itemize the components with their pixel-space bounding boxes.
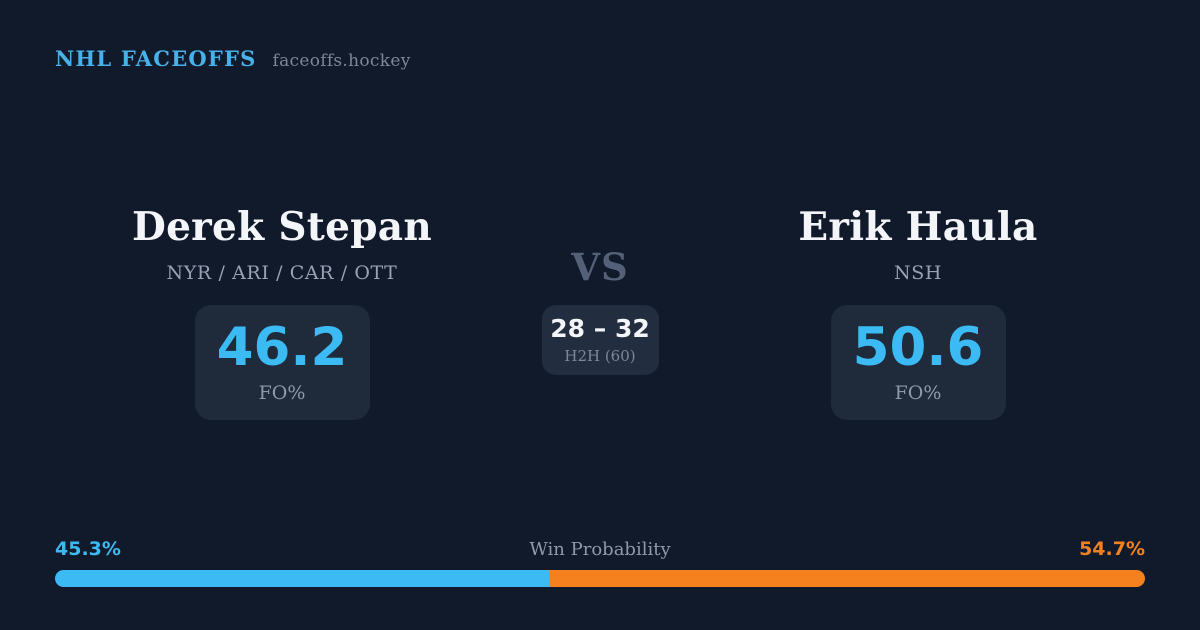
matchup-center-section: VS 28 – 32 H2H (60): [490, 247, 710, 375]
h2h-card: 28 – 32 H2H (60): [541, 305, 659, 375]
player-left-section: Derek Stepan NYR / ARI / CAR / OTT 46.2 …: [127, 205, 437, 420]
player-right-stat-value: 50.6: [852, 317, 984, 378]
player-right-name: Erik Haula: [798, 204, 1038, 250]
player-left-name: Derek Stepan: [131, 204, 433, 250]
player-right-stat-card: 50.6 FO%: [830, 305, 1006, 420]
player-left-stat-label: FO%: [258, 382, 306, 404]
player-right-section: Erik Haula NSH 50.6 FO%: [763, 205, 1073, 420]
player-left-teams: NYR / ARI / CAR / OTT: [166, 262, 398, 284]
win-probability-left-pct: 45.3%: [55, 538, 121, 560]
h2h-label: H2H (60): [564, 346, 636, 365]
h2h-score: 28 – 32: [550, 313, 650, 343]
win-probability-right-pct: 54.7%: [1079, 538, 1145, 560]
win-probability-title: Win Probability: [529, 539, 671, 560]
player-left-stat-value: 46.2: [216, 317, 348, 378]
site-url: faceoffs.hockey: [272, 51, 411, 71]
player-right-stat-label: FO%: [894, 382, 942, 404]
win-probability-labels: 45.3% Win Probability 54.7%: [55, 536, 1145, 563]
win-bar-left-segment: [55, 570, 549, 587]
brand-title: NHL FACEOFFS: [55, 46, 257, 71]
header: NHL FACEOFFS faceoffs.hockey: [55, 46, 411, 71]
win-probability-bar: [55, 570, 1145, 587]
player-right-teams: NSH: [893, 262, 942, 284]
player-left-stat-card: 46.2 FO%: [194, 305, 370, 420]
vs-label: VS: [571, 245, 629, 289]
win-probability-section: 45.3% Win Probability 54.7%: [55, 536, 1145, 587]
win-bar-right-segment: [548, 570, 1145, 587]
